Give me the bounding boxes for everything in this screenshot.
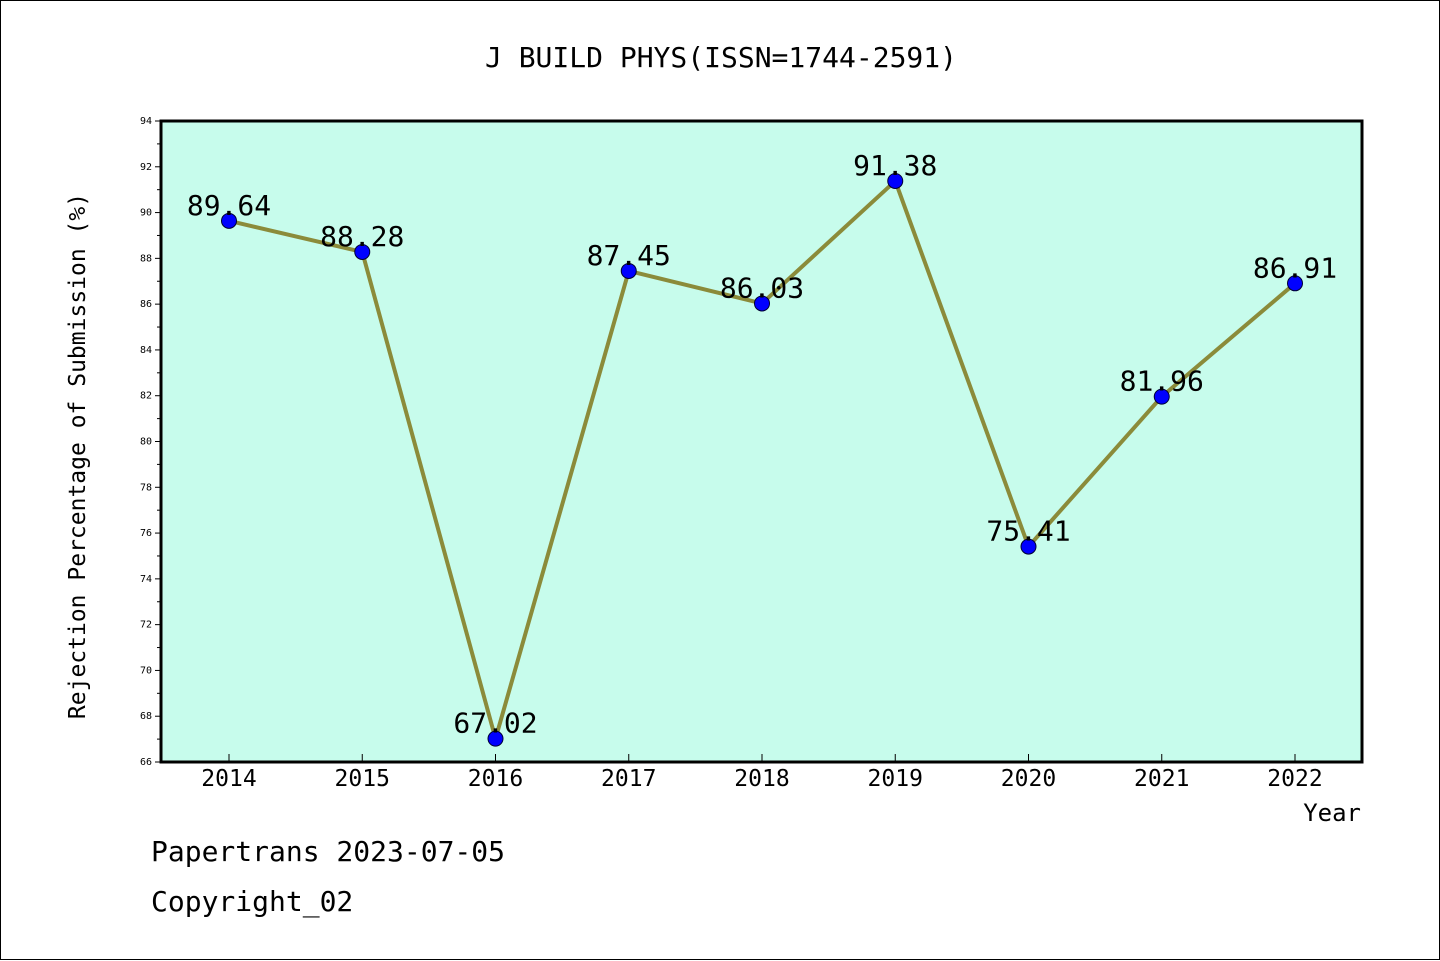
x-tick-label: 2014 (201, 766, 256, 792)
data-label-2020: 75.41 (986, 515, 1070, 548)
y-tick-label: 90 (140, 208, 152, 219)
data-label-2017: 87.45 (587, 239, 671, 272)
x-tick-label: 2021 (1134, 766, 1189, 792)
data-point-2015 (354, 243, 371, 260)
y-tick-label: 88 (140, 253, 152, 264)
x-axis: 2014 2015 2016 2017 2018 2019 2020 2021 2022 (201, 754, 1323, 792)
y-tick-label: 80 (140, 437, 152, 448)
x-tick-label: 2016 (468, 766, 523, 792)
y-axis-label: Rejection Percentage of Submission (%) (65, 193, 91, 719)
data-label-2019: 91.38 (853, 149, 937, 182)
y-tick-label: 70 (140, 665, 152, 676)
data-point-2017 (620, 262, 637, 279)
data-point-2014 (221, 212, 237, 229)
y-tick-label: 82 (140, 391, 152, 402)
y-tick-label: 86 (140, 299, 152, 310)
data-label-2018: 86.03 (720, 271, 804, 304)
data-point-2021 (1153, 388, 1170, 405)
data-point-2018 (754, 295, 770, 312)
y-tick-label: 68 (140, 711, 152, 722)
y-tick-label: 74 (140, 574, 152, 585)
y-tick-label: 78 (140, 482, 152, 493)
data-point-2016 (487, 730, 504, 747)
data-point-2019 (887, 172, 904, 189)
data-point-2020 (1020, 538, 1037, 555)
data-label-2014: 89.64 (187, 189, 271, 222)
y-tick-label: 92 (140, 162, 152, 173)
data-label-2022: 86.91 (1253, 251, 1337, 284)
chart-title: J BUILD PHYS(ISSN=1744-2591) (485, 41, 957, 74)
x-tick-label: 2022 (1267, 766, 1322, 792)
footer-copyright-text: Copyright_02 (151, 885, 354, 918)
footer-date-text: Papertrans 2023-07-05 (151, 835, 506, 868)
plot-area (159, 119, 1364, 764)
y-tick-label: 76 (140, 528, 152, 539)
x-tick-label: 2015 (335, 766, 390, 792)
data-label-2021: 81.96 (1120, 365, 1204, 398)
data-point-2022 (1287, 275, 1303, 292)
data-label-2015: 88.28 (320, 220, 404, 253)
y-tick-label: 84 (140, 345, 152, 356)
x-tick-label: 2017 (601, 766, 656, 792)
x-tick-label: 2020 (1001, 766, 1056, 792)
y-tick-label: 94 (140, 116, 152, 127)
data-label-layer: 89.64 88.28 67.02 87.45 86.03 91.38 75.41 81.96… (187, 149, 1337, 740)
series-layer (221, 172, 1303, 747)
y-axis: 66 68 70 72 74 76 78 80 82 84 86 88 90 92 94 (140, 116, 161, 768)
x-tick-label: 2019 (868, 766, 923, 792)
y-tick-label: 66 (140, 757, 152, 768)
data-label-2016: 67.02 (453, 707, 537, 740)
x-tick-label: 2018 (734, 766, 789, 792)
y-tick-label: 72 (140, 620, 152, 631)
x-axis-label: Year (1303, 799, 1361, 827)
